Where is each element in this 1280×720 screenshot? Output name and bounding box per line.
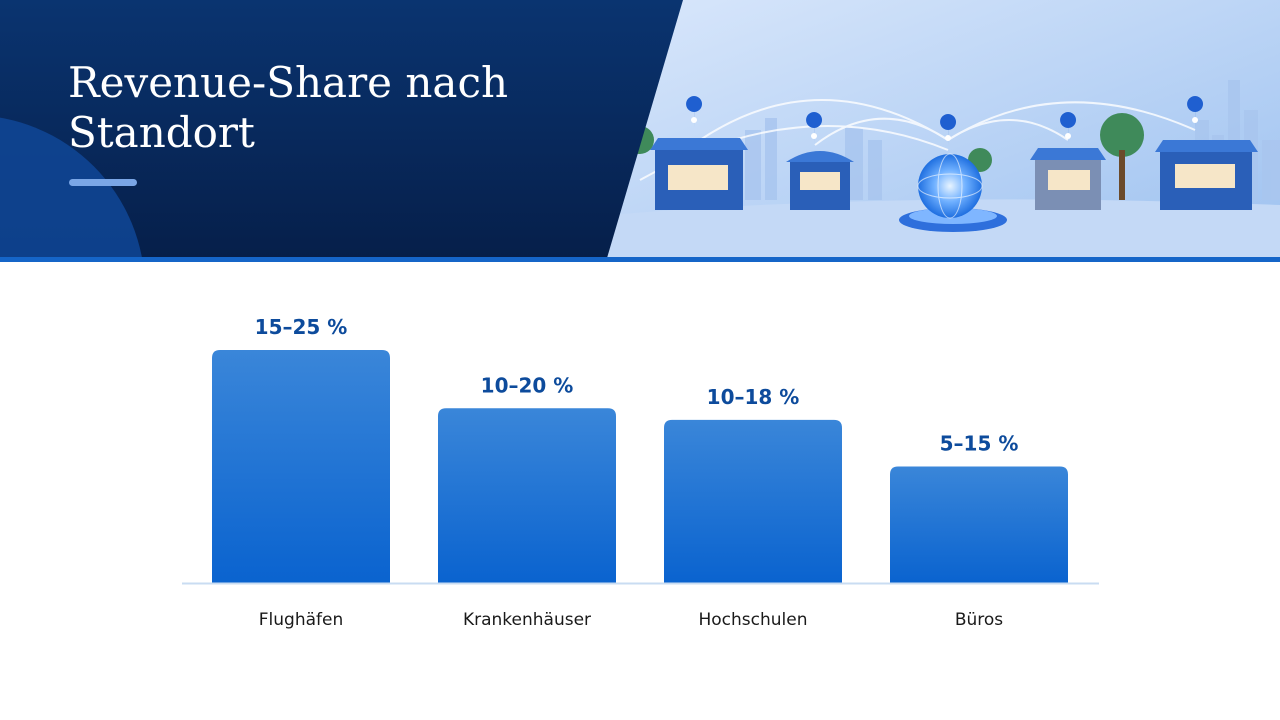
bar-chart-canvas: 15–25 % Flughäfen 10–20 % Krankenhäuser 10–1… <box>182 315 1099 630</box>
header-banner: Revenue-Share nach Standort <box>0 0 1280 262</box>
category-label: Hochschulen <box>698 610 807 630</box>
bar-krankenhäuser <box>438 408 616 583</box>
header-background: Revenue-Share nach Standort <box>0 0 1280 258</box>
category-label: Krankenhäuser <box>463 610 591 630</box>
header-divider <box>0 257 1280 262</box>
category-label: Büros <box>955 610 1003 630</box>
title-underline <box>69 179 137 186</box>
bar-flughäfen <box>212 350 390 583</box>
data-label: 5–15 % <box>940 432 1019 456</box>
data-label: 15–25 % <box>255 315 348 339</box>
bar-büros <box>890 466 1068 583</box>
page-title: Revenue-Share nach Standort <box>68 58 588 158</box>
page-title-line-1: Revenue-Share nach <box>68 58 509 107</box>
bar-hochschulen <box>664 419 842 583</box>
page-title-line-2: Standort <box>68 108 255 157</box>
category-label: Flughäfen <box>259 610 343 630</box>
header-artwork <box>0 0 1280 258</box>
data-label: 10–20 % <box>481 373 574 397</box>
revenue-share-chart: 15–25 % Flughäfen 10–20 % Krankenhäuser 10–1… <box>0 262 1280 720</box>
data-label: 10–18 % <box>707 385 800 409</box>
